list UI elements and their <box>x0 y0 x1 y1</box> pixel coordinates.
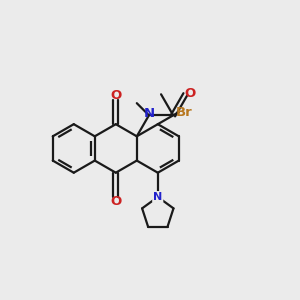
Text: O: O <box>110 89 122 102</box>
Text: N: N <box>153 192 162 202</box>
Text: N: N <box>153 192 162 202</box>
Text: O: O <box>110 195 122 208</box>
Text: Br: Br <box>176 106 193 118</box>
Text: N: N <box>143 107 155 120</box>
Text: O: O <box>184 86 195 100</box>
